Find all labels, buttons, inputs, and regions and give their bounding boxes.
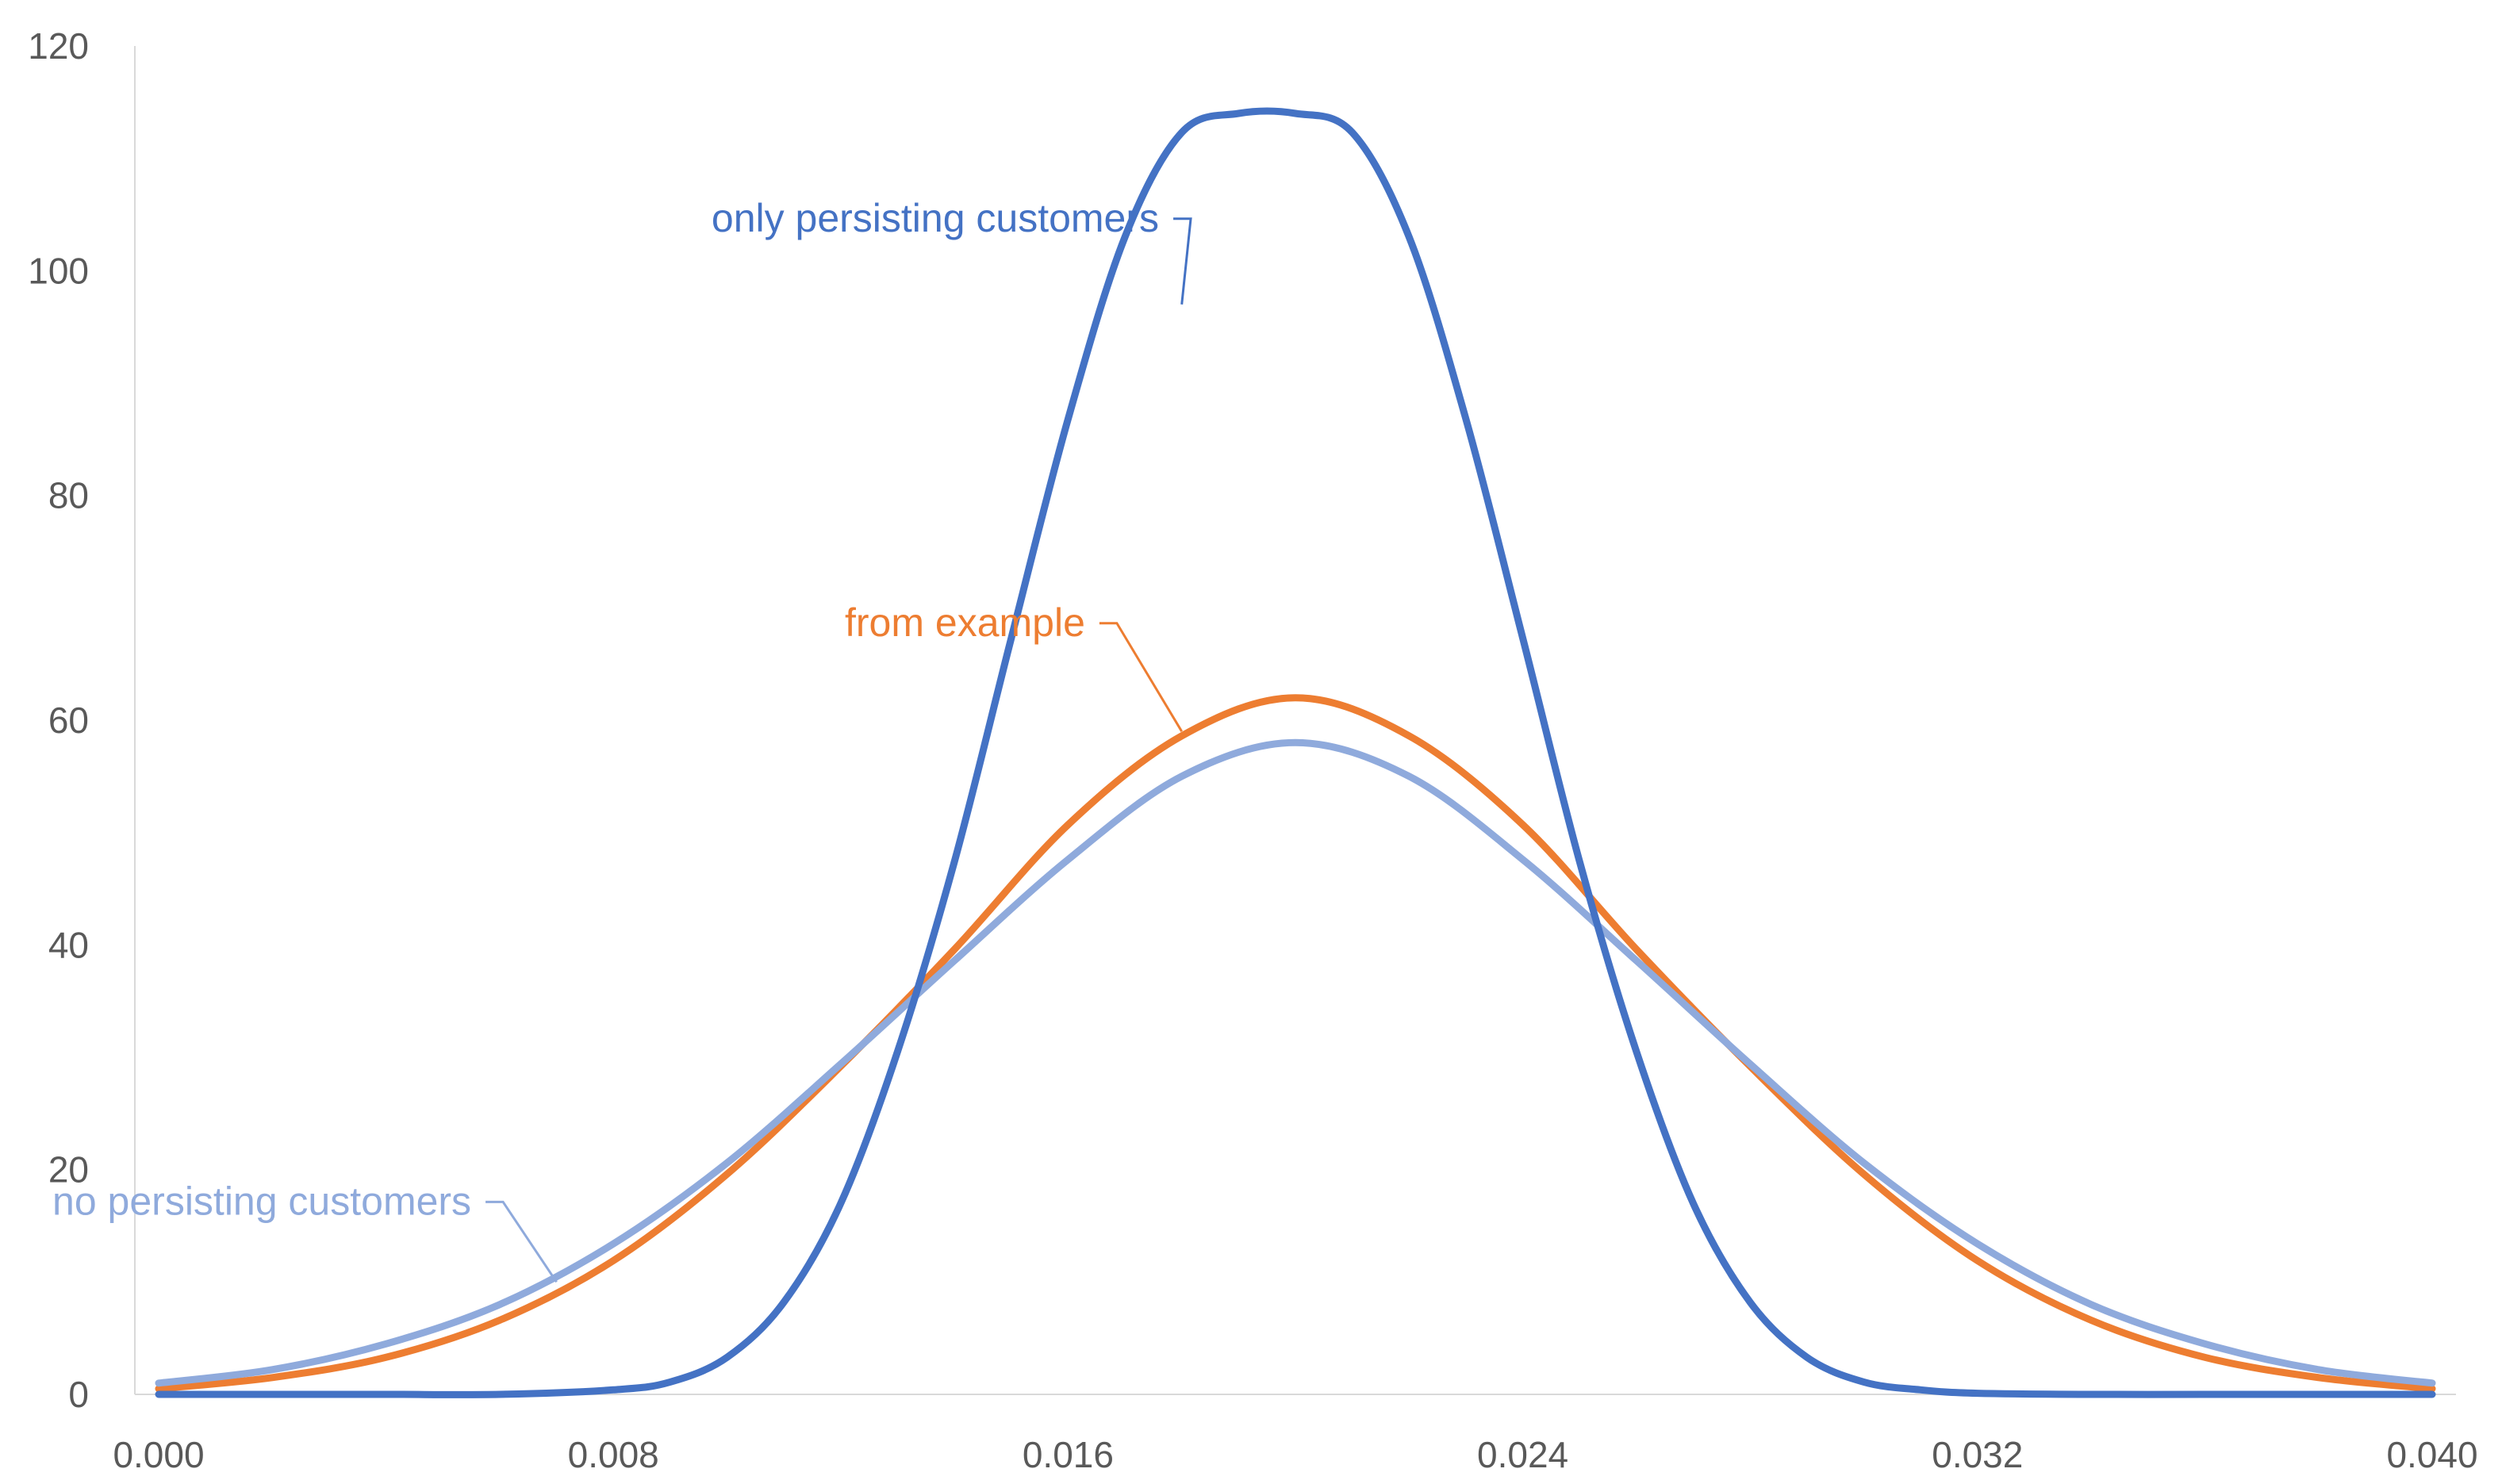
series-layer xyxy=(155,107,2436,1398)
series-label: no persisting customers xyxy=(52,1179,471,1223)
series-line-only-persisting-customers xyxy=(155,107,2436,1398)
annotation-layer: only persisting customers from example no … xyxy=(52,196,1192,1283)
x-tick-label: 0.040 xyxy=(2386,1434,2477,1475)
x-tick-label: 0.008 xyxy=(568,1434,659,1475)
x-tick-label: 0.016 xyxy=(1023,1434,1114,1475)
y-tick-label: 20 xyxy=(48,1149,89,1191)
x-tick-label: 0.000 xyxy=(113,1434,204,1475)
y-tick-label: 60 xyxy=(48,700,89,741)
label-leader-line xyxy=(485,1200,558,1283)
y-tick-label: 40 xyxy=(48,924,89,965)
axes: 0 20 40 60 80 100 120 0.000 0.008 0.016 0.024 0.032… xyxy=(28,25,2477,1475)
series-line-no-persisting-customers xyxy=(155,738,2436,1387)
series-line-from-example xyxy=(155,694,2436,1393)
y-tick-label: 100 xyxy=(28,250,89,291)
series-label: only persisting customers xyxy=(712,196,1159,240)
y-tick-label: 120 xyxy=(28,25,89,67)
y-tick-label: 80 xyxy=(48,475,89,516)
series-label: from example xyxy=(845,600,1085,645)
x-tick-label: 0.032 xyxy=(1932,1434,2023,1475)
label-leader-line xyxy=(1173,217,1192,305)
label-leader-line xyxy=(1099,622,1183,732)
x-tick-label: 0.024 xyxy=(1477,1434,1568,1475)
y-tick-label: 0 xyxy=(68,1374,89,1415)
